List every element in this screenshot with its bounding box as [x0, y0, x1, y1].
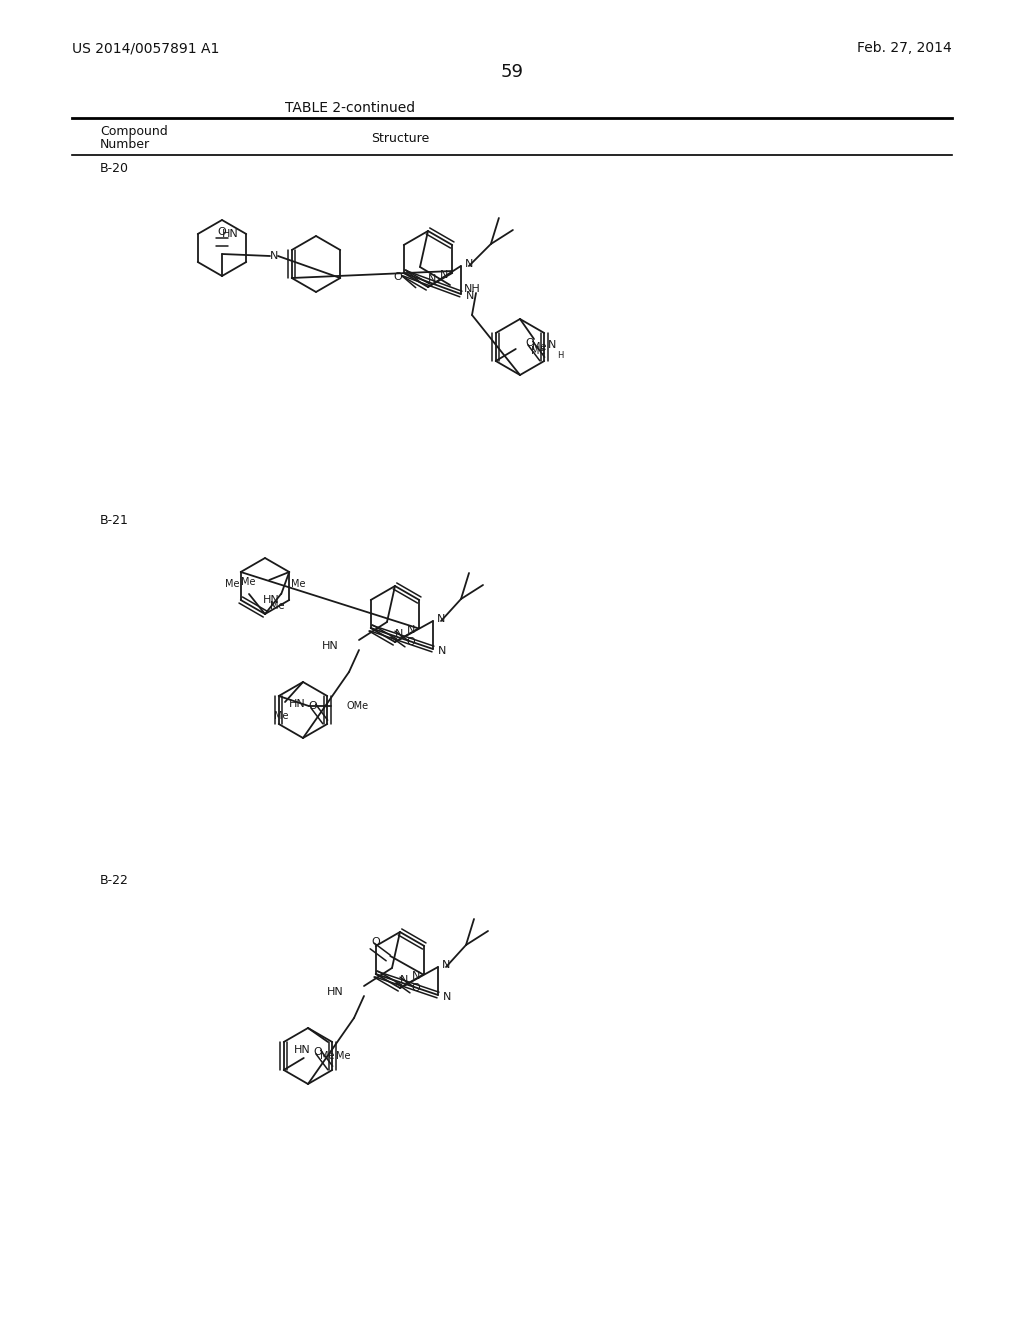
Text: HN: HN	[289, 700, 305, 709]
Text: O: O	[309, 701, 317, 711]
Text: N: N	[438, 645, 446, 656]
Text: 59: 59	[501, 63, 523, 81]
Text: NH: NH	[464, 284, 480, 294]
Text: OMe: OMe	[347, 701, 369, 711]
Text: Me: Me	[273, 711, 288, 721]
Text: N: N	[466, 290, 474, 301]
Text: Structure: Structure	[371, 132, 429, 144]
Text: HN: HN	[294, 1045, 310, 1055]
Text: Compound: Compound	[100, 125, 168, 139]
Text: N: N	[441, 960, 451, 970]
Text: Me: Me	[319, 1051, 334, 1061]
Text: Me: Me	[224, 579, 239, 589]
Text: US 2014/0057891 A1: US 2014/0057891 A1	[72, 41, 219, 55]
Text: O: O	[393, 272, 402, 282]
Text: N: N	[269, 251, 279, 261]
Text: N: N	[412, 972, 421, 981]
Text: N: N	[440, 271, 449, 280]
Text: Me: Me	[291, 579, 305, 589]
Text: N: N	[548, 341, 556, 350]
Text: H: H	[557, 351, 563, 359]
Text: HN: HN	[328, 987, 344, 997]
Text: HN: HN	[262, 595, 280, 605]
Text: Me: Me	[270, 601, 285, 611]
Text: O: O	[407, 638, 416, 647]
Text: Me: Me	[531, 342, 546, 352]
Text: N: N	[465, 259, 473, 269]
Text: O: O	[372, 937, 381, 946]
Text: HN: HN	[323, 642, 339, 651]
Text: B-20: B-20	[100, 161, 129, 174]
Text: B-21: B-21	[100, 513, 129, 527]
Text: Me: Me	[241, 577, 255, 587]
Text: HN: HN	[221, 228, 239, 239]
Text: Feb. 27, 2014: Feb. 27, 2014	[857, 41, 952, 55]
Text: N: N	[437, 614, 445, 624]
Text: N: N	[399, 975, 409, 985]
Text: N: N	[395, 630, 403, 639]
Text: N: N	[428, 275, 436, 284]
Text: Me: Me	[530, 346, 545, 356]
Text: N: N	[408, 624, 416, 635]
Text: O: O	[218, 227, 226, 238]
Text: O: O	[314, 1047, 323, 1057]
Text: O: O	[526, 338, 535, 348]
Text: Me: Me	[336, 1051, 350, 1061]
Text: B-22: B-22	[100, 874, 129, 887]
Text: N: N	[442, 993, 452, 1002]
Text: O: O	[412, 983, 421, 993]
Text: TABLE 2-continued: TABLE 2-continued	[285, 102, 415, 115]
Text: Number: Number	[100, 139, 151, 152]
